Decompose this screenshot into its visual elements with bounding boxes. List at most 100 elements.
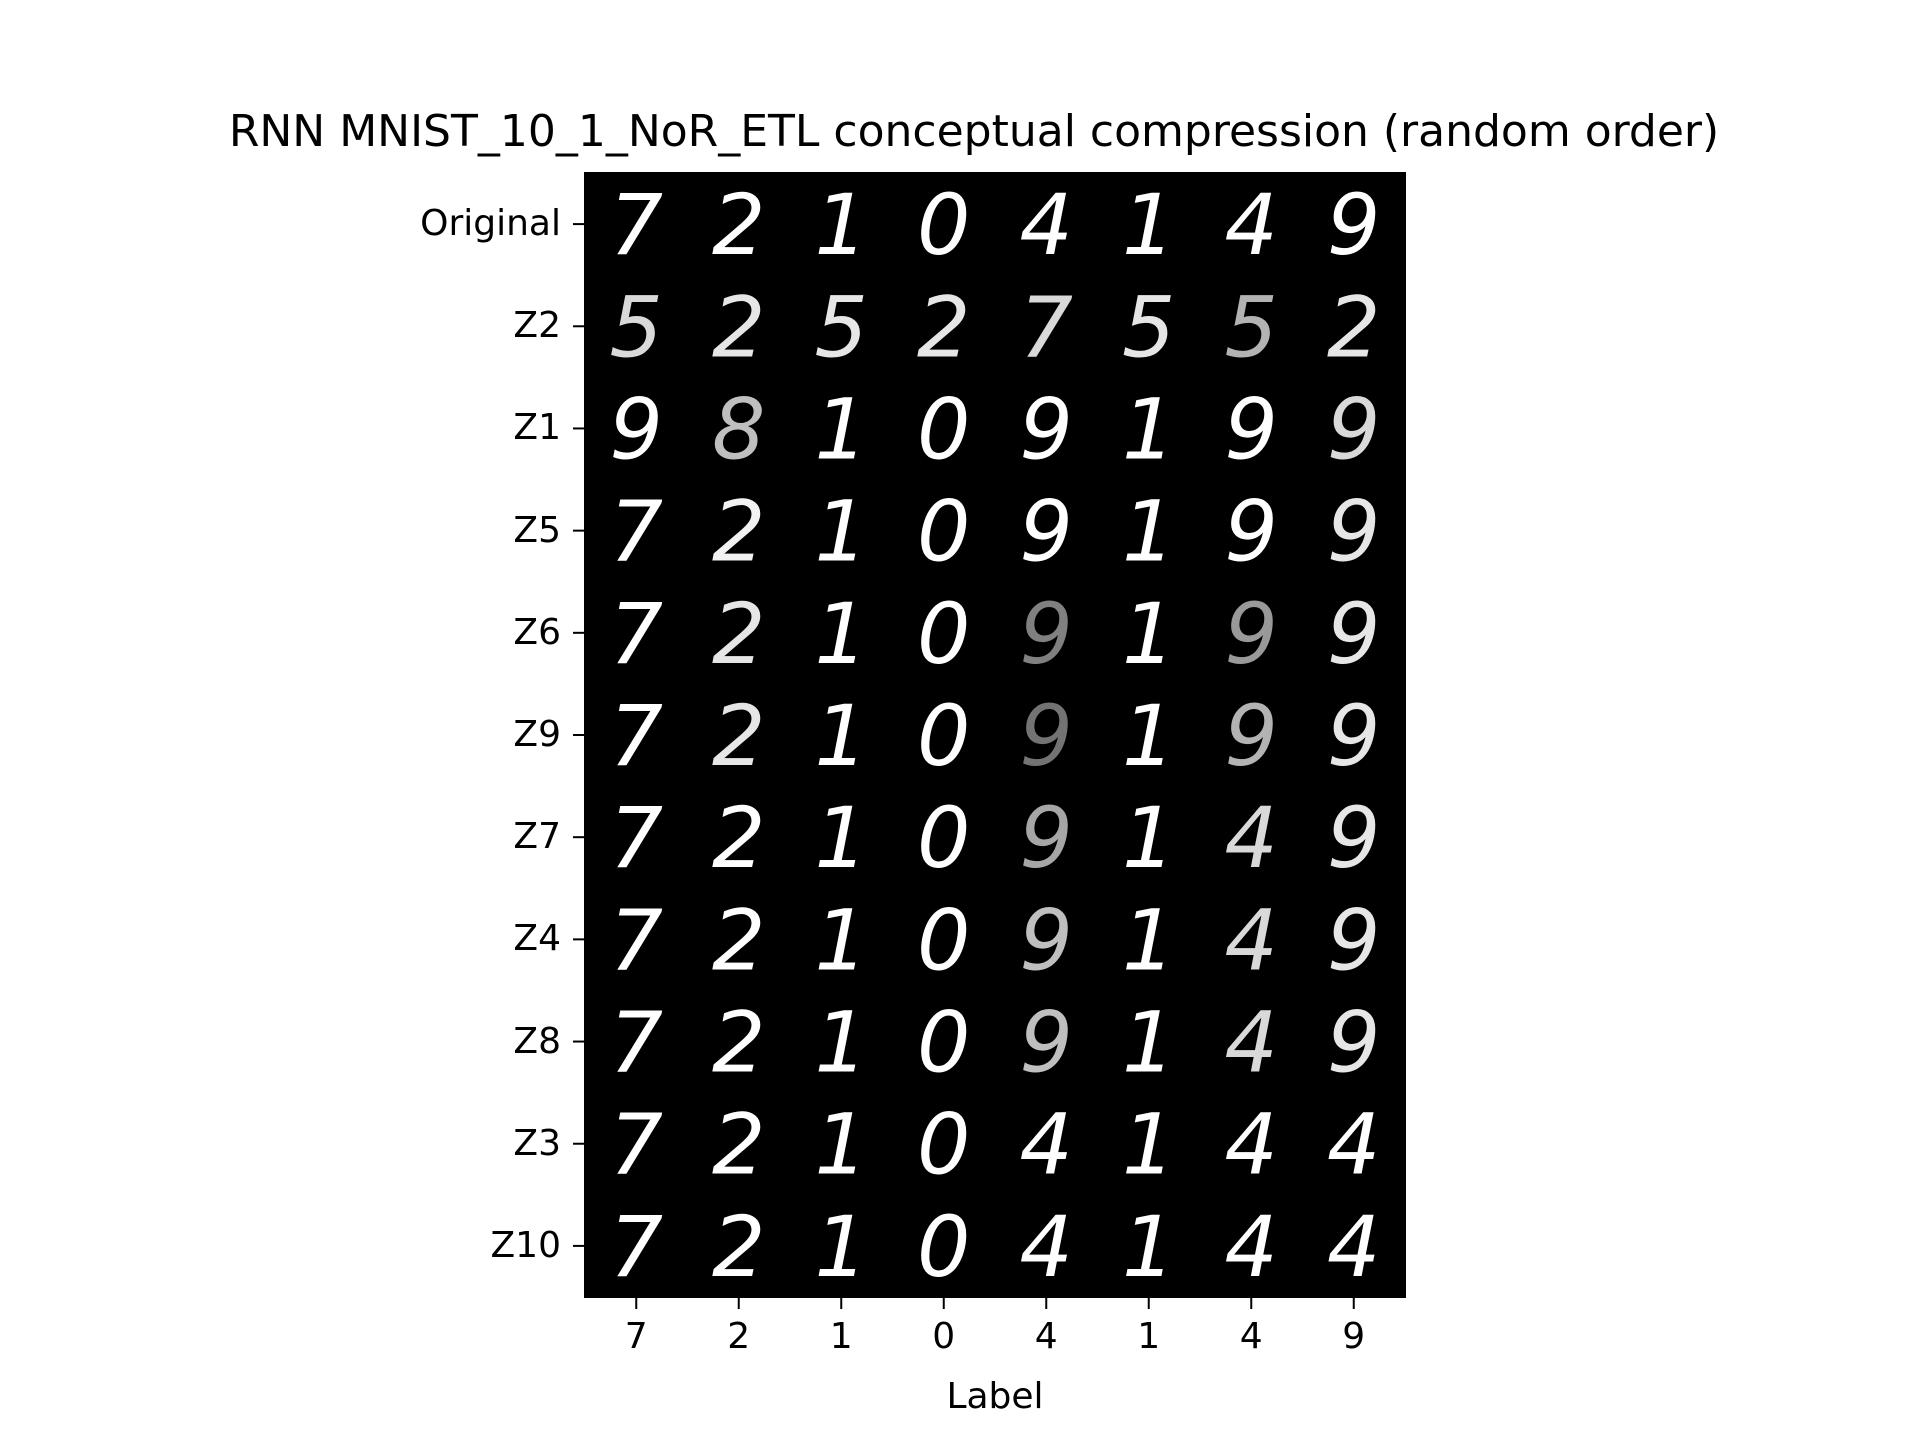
x-axis-label: Label	[946, 1376, 1044, 1417]
image-cell: 1	[1122, 687, 1175, 785]
image-cell: 9	[1020, 585, 1073, 683]
y-tick-label: Z8	[513, 1020, 561, 1062]
image-cell: 1	[815, 176, 868, 274]
image-cell: 7	[610, 891, 663, 989]
image-grid-background	[585, 173, 1405, 1297]
image-cell: 0	[917, 789, 970, 887]
x-tick-label: 4	[1239, 1316, 1263, 1357]
image-cell: 9	[1020, 789, 1073, 887]
image-cell: 0	[917, 687, 970, 785]
image-cell: 1	[1122, 176, 1175, 274]
y-tick-label: Z2	[513, 305, 561, 347]
image-cell: 9	[1225, 585, 1278, 683]
image-cell: 9	[1327, 176, 1380, 274]
image-cell: 5	[610, 278, 663, 376]
image-cell: 2	[1327, 278, 1380, 376]
image-cell: 1	[815, 585, 868, 683]
image-cell: 1	[815, 891, 868, 989]
image-cell: 0	[917, 585, 970, 683]
image-cell: 2	[712, 483, 765, 581]
image-cell: 0	[917, 483, 970, 581]
image-cell: 5	[1225, 278, 1278, 376]
image-cell: 9	[1327, 585, 1380, 683]
image-cell: 9	[1020, 891, 1073, 989]
image-cell: 0	[917, 176, 970, 274]
image-cell: 4	[1225, 994, 1278, 1092]
image-cell: 4	[1020, 1198, 1073, 1296]
image-cell: 9	[1327, 891, 1380, 989]
image-cell: 4	[1225, 1096, 1278, 1194]
image-cell: 7	[610, 176, 663, 274]
image-cell: 1	[815, 1198, 868, 1296]
image-cell: 7	[610, 687, 663, 785]
image-cell: 0	[917, 994, 970, 1092]
image-cell: 8	[712, 380, 765, 478]
image-cell: 9	[610, 380, 663, 478]
image-cell: 2	[712, 891, 765, 989]
image-cell: 4	[1225, 176, 1278, 274]
x-tick-label: 1	[829, 1316, 853, 1357]
image-cell: 1	[1122, 1198, 1175, 1296]
y-tick-label: Z7	[513, 816, 561, 858]
image-cell: 2	[712, 1096, 765, 1194]
y-tick-label: Z3	[513, 1122, 561, 1164]
image-cell: 7	[610, 789, 663, 887]
axes-frame	[584, 172, 1406, 1298]
image-cell: 1	[815, 380, 868, 478]
image-cell: 9	[1327, 994, 1380, 1092]
image-cell: 9	[1020, 687, 1073, 785]
y-tick-label: Z9	[513, 714, 561, 755]
image-cell: 9	[1225, 483, 1278, 581]
image-cell: 7	[610, 1096, 663, 1194]
image-cell: 1	[815, 1096, 868, 1194]
image-cell: 2	[712, 1198, 765, 1296]
image-cell: 1	[815, 483, 868, 581]
image-cell: 1	[815, 994, 868, 1092]
image-cell: 4	[1225, 891, 1278, 989]
image-cell: 7	[1020, 278, 1073, 376]
image-cell: 7	[610, 585, 663, 683]
image-cell: 1	[1122, 483, 1175, 581]
image-cell: 1	[815, 789, 868, 887]
image-cell: 1	[1122, 585, 1175, 683]
image-cell: 4	[1020, 1096, 1073, 1194]
image-cell: 2	[712, 278, 765, 376]
image-cell: 0	[917, 891, 970, 989]
x-tick-label: 4	[1034, 1316, 1058, 1357]
x-tick-label: 2	[727, 1316, 751, 1357]
image-cell: 9	[1327, 789, 1380, 887]
image-cell: 1	[1122, 1096, 1175, 1194]
image-cell: 2	[712, 585, 765, 683]
x-tick-label: 1	[1137, 1316, 1161, 1357]
image-cell: 1	[1122, 380, 1175, 478]
image-cell: 2	[712, 176, 765, 274]
image-cell: 2	[917, 278, 970, 376]
image-cell: 1	[815, 687, 868, 785]
image-cell: 4	[1225, 1198, 1278, 1296]
x-tick-label: 9	[1342, 1316, 1366, 1357]
image-cell: 2	[712, 994, 765, 1092]
image-cell: 9	[1020, 483, 1073, 581]
image-cell: 7	[610, 994, 663, 1092]
image-cell: 1	[1122, 994, 1175, 1092]
image-cell: 7	[610, 483, 663, 581]
image-cell: 7	[610, 1198, 663, 1296]
image-cell: 4	[1327, 1096, 1380, 1194]
image-cell: 4	[1225, 789, 1278, 887]
x-tick-label: 0	[932, 1316, 956, 1357]
image-cell: 9	[1020, 380, 1073, 478]
y-tick-label: Z6	[513, 611, 561, 653]
x-tick-label: 7	[624, 1316, 648, 1357]
image-cell: 9	[1225, 687, 1278, 785]
y-tick-label: Z1	[513, 407, 561, 449]
y-tick-label: Z5	[513, 509, 561, 551]
chart-title: RNN MNIST_10_1_NoR_ETL conceptual compre…	[228, 106, 1720, 157]
image-cell: 1	[1122, 891, 1175, 989]
image-cell: 5	[1122, 278, 1175, 376]
image-cell: 2	[712, 789, 765, 887]
image-cell: 9	[1327, 380, 1380, 478]
image-cell: 9	[1327, 687, 1380, 785]
image-cell: 9	[1020, 994, 1073, 1092]
